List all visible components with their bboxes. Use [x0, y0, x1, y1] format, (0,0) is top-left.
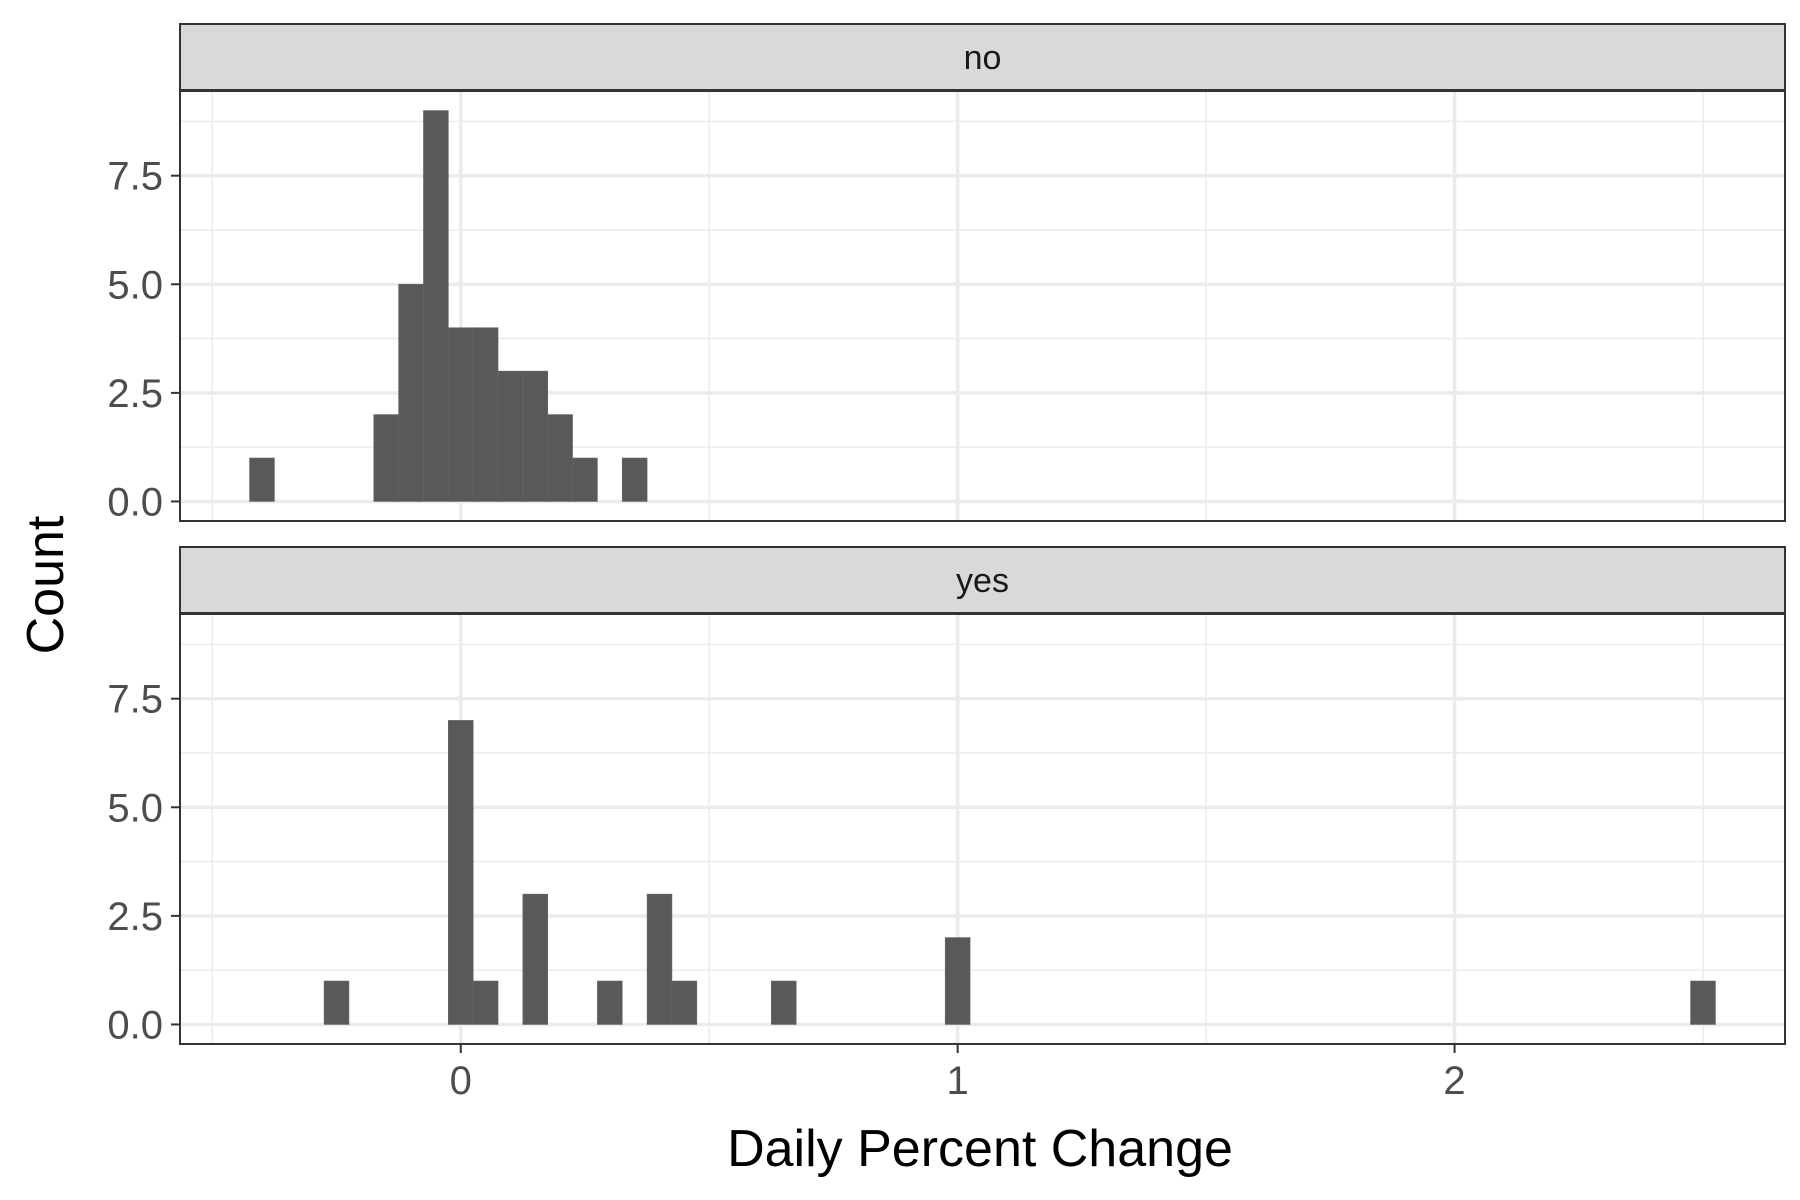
histogram-bar — [572, 457, 598, 502]
facet-strip-label: no — [964, 39, 1002, 77]
histogram-bar — [448, 720, 474, 1025]
y-axis-no: 0.0 2.5 5.0 7.5 — [107, 155, 180, 524]
histogram-bar — [373, 414, 399, 502]
panel-border — [179, 90, 1786, 522]
y-tick-label: 7.5 — [107, 155, 163, 199]
y-tick-label: 2.5 — [107, 372, 163, 416]
y-tick-label: 2.5 — [107, 895, 163, 939]
facet-strip — [179, 546, 1786, 614]
histogram-bar — [547, 414, 573, 502]
histogram-bar — [448, 327, 474, 502]
histogram-bar — [944, 937, 971, 1025]
x-axis: 0 1 2 — [450, 1044, 1466, 1103]
y-tick-label: 0.0 — [107, 480, 163, 524]
facet-strip — [179, 23, 1786, 91]
histogram-bar — [597, 980, 623, 1025]
panel-border — [179, 613, 1786, 1045]
histogram-bar — [671, 980, 698, 1025]
histogram-bar — [497, 370, 524, 502]
histogram-bar — [423, 110, 449, 502]
x-tick-label: 2 — [1443, 1059, 1465, 1103]
histogram-bar — [1690, 980, 1716, 1025]
facet-panels: no 0.0 2.5 5.0 7.5 yes 0.0 2.5 5.0 7.5 — [107, 23, 1786, 1047]
histogram-bar — [472, 327, 499, 502]
histogram-bar — [323, 980, 350, 1025]
y-tick-label: 0.0 — [107, 1003, 163, 1047]
histogram-bar — [522, 370, 549, 502]
y-tick-label: 5.0 — [107, 786, 163, 830]
facet-panel-yes: yes 0.0 2.5 5.0 7.5 — [107, 546, 1786, 1047]
y-tick-label: 7.5 — [107, 678, 163, 722]
facet-strip-label: yes — [956, 562, 1009, 600]
y-tick-label: 5.0 — [107, 263, 163, 307]
histogram-bar — [249, 457, 275, 502]
histogram-bar — [646, 893, 673, 1025]
bars-no — [249, 110, 648, 502]
histogram-bar — [472, 980, 499, 1025]
histogram-bar — [771, 980, 797, 1025]
x-tick-label: 1 — [947, 1059, 969, 1103]
x-axis-title: Daily Percent Change — [727, 1120, 1233, 1178]
histogram-bar — [398, 283, 424, 502]
y-axis-title: Count — [17, 515, 75, 654]
histogram-bar — [522, 893, 549, 1025]
gridlines — [180, 614, 1785, 1044]
plot-background — [180, 614, 1785, 1044]
histogram-bar — [621, 457, 648, 502]
bars-yes — [323, 720, 1716, 1025]
facet-panel-no: no 0.0 2.5 5.0 7.5 — [107, 23, 1786, 524]
y-axis-yes: 0.0 2.5 5.0 7.5 — [107, 678, 180, 1047]
x-tick-label: 0 — [450, 1059, 472, 1103]
